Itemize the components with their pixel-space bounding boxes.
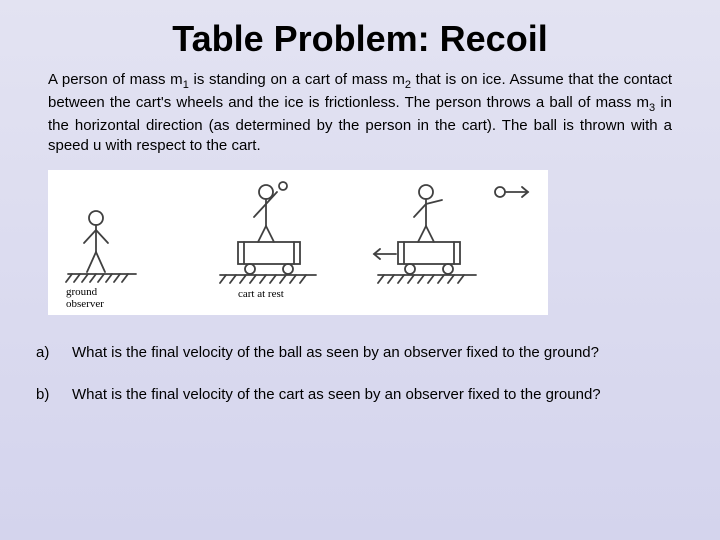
question-label: b) (36, 385, 62, 405)
questions-block: a) What is the final velocity of the bal… (36, 343, 684, 406)
text-fragment: is standing on a cart of mass m (189, 71, 405, 88)
question-text: What is the final velocity of the ball a… (62, 343, 684, 363)
question-b: b) What is the final velocity of the car… (36, 385, 684, 405)
slide-title: Table Problem: Recoil (36, 18, 684, 60)
text-fragment: A person of mass m (48, 71, 183, 88)
problem-figure: ground observer cart at rest (48, 170, 548, 315)
question-label: a) (36, 343, 62, 363)
caption-cart-rest: cart at rest (238, 288, 284, 300)
question-text: What is the final velocity of the cart a… (62, 385, 684, 405)
problem-statement: A person of mass m1 is standing on a car… (48, 70, 672, 156)
caption-ground-observer: ground observer (66, 286, 126, 310)
question-a: a) What is the final velocity of the bal… (36, 343, 684, 363)
